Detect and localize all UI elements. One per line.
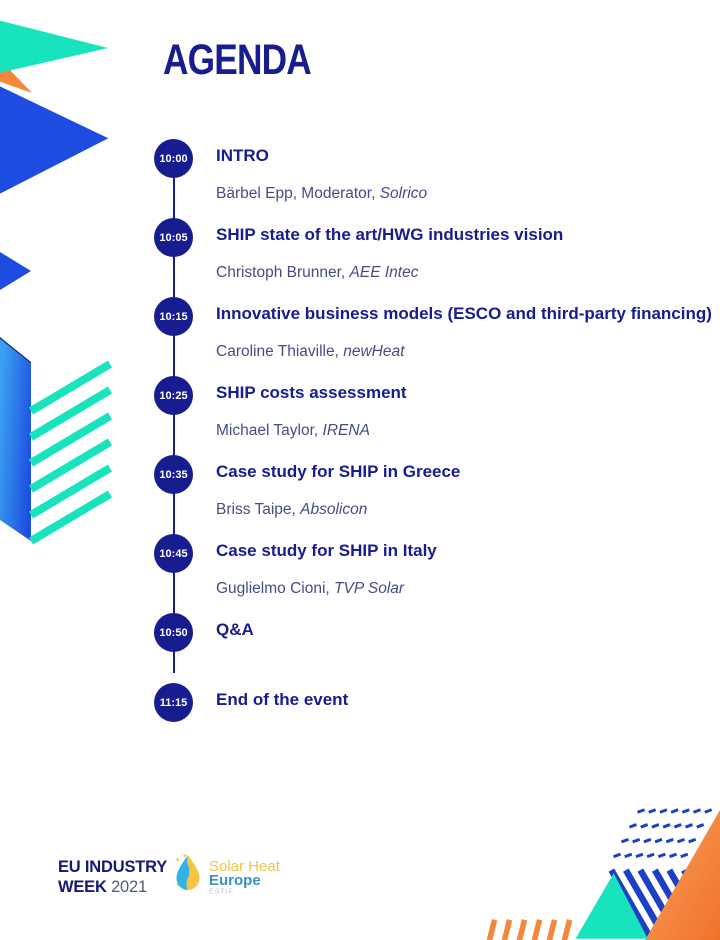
svg-text:ESTIF: ESTIF <box>209 889 234 895</box>
svg-text:Europe: Europe <box>209 872 261 889</box>
svg-text:★: ★ <box>175 865 176 872</box>
svg-text:★: ★ <box>175 874 176 881</box>
svg-text:★: ★ <box>175 857 180 864</box>
